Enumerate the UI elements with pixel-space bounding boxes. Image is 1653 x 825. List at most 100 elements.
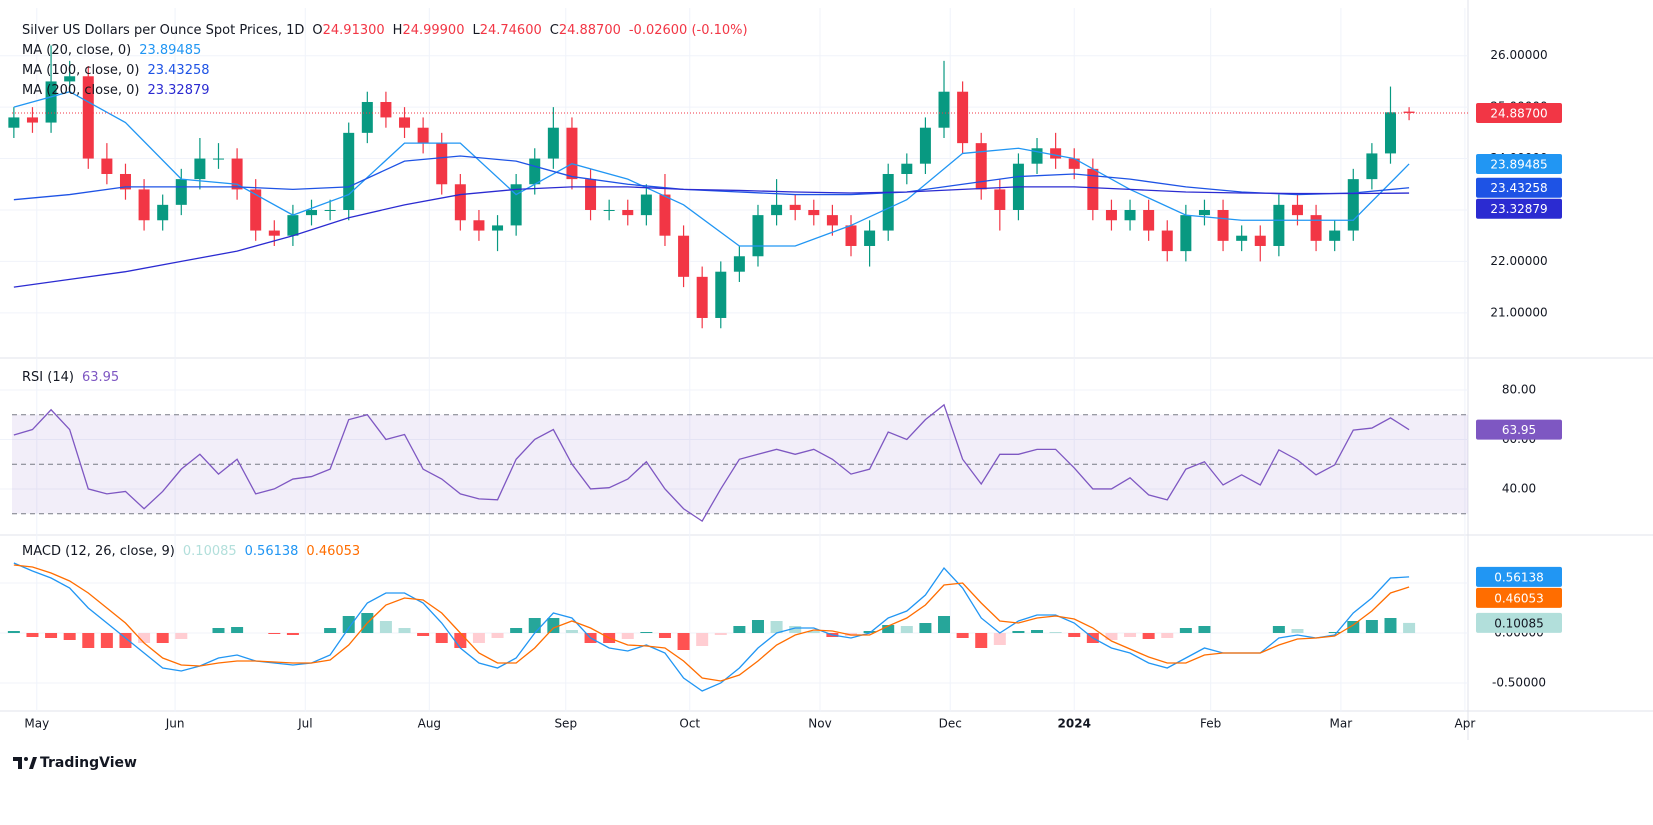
candle-body bbox=[361, 101, 373, 133]
last-value-label: 0.46053 bbox=[1494, 591, 1544, 605]
x-tick-label: Aug bbox=[418, 717, 441, 731]
histogram-bar bbox=[1179, 628, 1192, 633]
histogram-bar bbox=[770, 621, 783, 633]
candle-body bbox=[324, 209, 336, 211]
indicator-value: 63.95 bbox=[81, 370, 120, 385]
histogram-bar bbox=[435, 633, 448, 643]
legend-title: MACD (12, 26, close, 9) bbox=[22, 544, 175, 559]
histogram-bar bbox=[1161, 633, 1174, 638]
candle-body bbox=[733, 256, 745, 272]
candle-body bbox=[1050, 148, 1062, 159]
candle-body bbox=[1347, 179, 1359, 231]
candle-body bbox=[696, 276, 708, 318]
ohlc-key: L bbox=[472, 23, 480, 38]
candle-body bbox=[399, 117, 411, 128]
indicator-value: 23.43258 bbox=[147, 63, 210, 78]
candle-body bbox=[64, 76, 76, 82]
marks-layer bbox=[8, 45, 1468, 329]
histogram-bar bbox=[975, 633, 988, 648]
macd-legend: MACD (12, 26, close, 9) 0.10085 0.56138 0.4… bbox=[22, 542, 360, 562]
histogram-bar bbox=[45, 633, 58, 638]
histogram-bar bbox=[63, 633, 76, 640]
histogram-bar bbox=[807, 631, 820, 633]
candle-body bbox=[715, 271, 727, 318]
candle-body bbox=[901, 163, 913, 174]
histogram-bar bbox=[1124, 633, 1137, 637]
last-value-label: 63.95 bbox=[1502, 423, 1536, 437]
candle-body bbox=[26, 117, 38, 123]
y-tick-label: 22.00000 bbox=[1490, 254, 1547, 268]
last-value-label: 23.43258 bbox=[1490, 181, 1547, 195]
histogram-bar bbox=[1031, 630, 1044, 633]
histogram-bar bbox=[919, 623, 932, 633]
candle-body bbox=[789, 204, 801, 210]
histogram-bar bbox=[733, 626, 746, 633]
histogram-bar bbox=[547, 618, 560, 633]
histogram-bar bbox=[1198, 626, 1211, 633]
brand: TradingView bbox=[40, 755, 137, 771]
y-tick-label: 40.00 bbox=[1502, 481, 1536, 495]
candle-body bbox=[436, 143, 448, 185]
candle-body bbox=[417, 127, 429, 144]
histogram-bar bbox=[119, 633, 132, 648]
candle-body bbox=[547, 127, 559, 159]
histogram-bar bbox=[1272, 626, 1285, 633]
candle-body bbox=[1068, 158, 1080, 169]
candle-body bbox=[1366, 153, 1378, 180]
candle-body bbox=[1236, 235, 1248, 241]
candle-body bbox=[101, 158, 113, 174]
histogram-bar bbox=[100, 633, 113, 648]
ohlc-value: 24.91300 bbox=[322, 23, 385, 38]
candle-body bbox=[492, 225, 504, 231]
last-value-box bbox=[1476, 566, 1562, 587]
y-tick-label: 26.00000 bbox=[1490, 48, 1547, 62]
marks-layer bbox=[7, 562, 1416, 692]
moving-average-line bbox=[13, 155, 1410, 201]
candle-body bbox=[1403, 111, 1415, 113]
histogram-bar bbox=[993, 633, 1006, 645]
histogram-bar bbox=[882, 625, 895, 633]
histogram-bar bbox=[1291, 629, 1304, 633]
grid-layer bbox=[0, 358, 1468, 534]
candle-body bbox=[585, 179, 597, 210]
last-value-label: 0.56138 bbox=[1494, 570, 1544, 584]
last-value-box bbox=[1476, 102, 1562, 123]
indicator-value: 0.46053 bbox=[306, 544, 361, 559]
candle-body bbox=[659, 194, 671, 236]
ohlc-value: 24.74600 bbox=[479, 23, 542, 38]
histogram-bar bbox=[472, 633, 485, 643]
legend-title: Silver US Dollars per Ounce Spot Prices,… bbox=[22, 23, 305, 38]
x-tick-label: Dec bbox=[939, 717, 962, 731]
candle-body bbox=[529, 158, 541, 185]
rsi-legend: RSI (14) 63.95 bbox=[22, 368, 119, 388]
histogram-bar bbox=[212, 628, 225, 633]
histogram-bar bbox=[342, 616, 355, 633]
candle-body bbox=[771, 204, 783, 216]
histogram-bar bbox=[565, 630, 578, 633]
last-value-label: 23.32879 bbox=[1490, 202, 1547, 216]
histogram-bar bbox=[1384, 618, 1397, 633]
histogram-bar bbox=[26, 633, 39, 637]
histogram-bar bbox=[1142, 633, 1155, 639]
last-value-label: 24.88700 bbox=[1490, 106, 1547, 120]
candle-body bbox=[603, 209, 615, 211]
candle-body bbox=[1384, 112, 1396, 154]
candle-body bbox=[1180, 215, 1192, 252]
candle-body bbox=[938, 91, 950, 128]
candle-body bbox=[1161, 230, 1173, 252]
candle-body bbox=[1143, 209, 1155, 231]
x-tick-label: May bbox=[24, 717, 49, 731]
tradingview-logo bbox=[13, 757, 37, 769]
last-value-box bbox=[1476, 198, 1562, 219]
candle-body bbox=[119, 173, 131, 190]
candle-body bbox=[1087, 168, 1099, 210]
candle-body bbox=[640, 194, 652, 216]
candle-body bbox=[919, 127, 931, 164]
histogram-bar bbox=[1068, 633, 1081, 637]
candle-body bbox=[1254, 235, 1266, 246]
last-value-label: 0.10085 bbox=[1494, 616, 1544, 630]
histogram-bar bbox=[379, 621, 392, 633]
indicator-value: 0.56138 bbox=[244, 544, 299, 559]
last-value-box bbox=[1476, 612, 1562, 633]
